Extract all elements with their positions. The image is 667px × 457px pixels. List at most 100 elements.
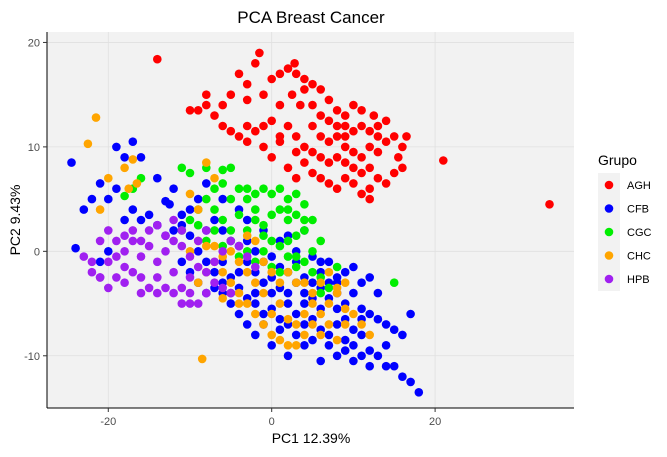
data-point-cfb <box>373 288 383 298</box>
data-point-agh <box>381 137 391 146</box>
data-point-cgc <box>193 220 203 230</box>
data-point-hpb <box>136 252 146 261</box>
data-point-cfb <box>218 226 227 235</box>
data-point-agh <box>369 111 379 120</box>
data-point-agh <box>267 116 277 126</box>
data-point-chc <box>365 330 375 340</box>
data-point-hpb <box>95 236 105 246</box>
data-point-cfb <box>242 215 252 225</box>
data-point-chc <box>283 267 293 277</box>
data-point-cgc <box>316 288 326 298</box>
data-point-agh <box>373 132 383 141</box>
data-point-chc <box>308 288 317 298</box>
data-point-agh <box>296 100 305 110</box>
data-point-cgc <box>389 278 399 288</box>
data-point-chc <box>251 236 260 246</box>
data-point-chc <box>324 299 334 308</box>
data-point-agh <box>340 132 350 141</box>
data-point-agh <box>308 147 317 157</box>
data-point-cfb <box>291 309 301 319</box>
data-point-cgc <box>226 163 236 173</box>
data-point-cfb <box>104 247 113 256</box>
data-point-cfb <box>357 330 366 340</box>
data-point-cgc <box>283 215 293 225</box>
data-point-cfb <box>316 257 326 267</box>
data-point-agh <box>316 85 326 94</box>
data-point-hpb <box>169 236 178 246</box>
data-point-chc <box>193 205 203 214</box>
data-point-chc <box>218 267 227 277</box>
data-point-hpb <box>202 226 211 235</box>
data-point-agh <box>324 158 334 167</box>
data-point-cfb <box>251 288 260 298</box>
data-point-cfb <box>275 314 285 324</box>
data-point-cfb <box>406 377 415 387</box>
data-point-agh <box>365 142 375 152</box>
data-point-cfb <box>185 231 195 240</box>
data-point-cfb <box>316 356 326 366</box>
data-point-cfb <box>202 179 211 188</box>
data-point-agh <box>290 59 299 68</box>
data-point-agh <box>226 126 236 136</box>
data-point-cfb <box>251 247 260 256</box>
data-point-cfb <box>161 196 170 206</box>
data-point-cfb <box>267 341 277 350</box>
data-point-cfb <box>389 325 399 335</box>
data-point-agh <box>316 153 326 162</box>
data-point-cgc <box>308 247 317 256</box>
data-point-cgc <box>218 165 227 175</box>
data-point-agh <box>291 69 301 79</box>
data-point-hpb <box>185 252 195 261</box>
data-point-hpb <box>193 236 203 246</box>
data-point-cfb <box>136 153 146 162</box>
data-point-hpb <box>251 262 260 272</box>
data-point-agh <box>242 121 252 131</box>
data-point-agh <box>267 74 277 84</box>
data-point-cfb <box>177 257 187 267</box>
data-point-cfb <box>332 320 342 329</box>
data-point-chc <box>308 299 317 308</box>
data-point-chc <box>251 278 260 288</box>
data-point-agh <box>316 111 326 120</box>
data-point-cgc <box>300 200 309 209</box>
data-point-hpb <box>177 283 187 293</box>
data-point-cfb <box>251 330 260 340</box>
data-point-cgc <box>218 215 227 225</box>
data-point-cfb <box>373 351 383 361</box>
data-point-hpb <box>136 236 146 246</box>
data-point-agh <box>373 173 383 183</box>
data-point-cfb <box>251 299 260 308</box>
data-point-hpb <box>185 288 195 298</box>
data-point-agh <box>226 90 236 99</box>
data-point-agh <box>340 111 350 120</box>
data-point-cfb <box>300 320 309 329</box>
data-point-hpb <box>153 257 162 267</box>
data-point-agh <box>185 106 195 115</box>
data-point-hpb <box>136 288 146 298</box>
data-point-cfb <box>128 205 138 214</box>
data-point-cgc <box>210 205 219 214</box>
data-point-chc <box>242 231 252 240</box>
data-point-agh <box>373 147 383 157</box>
data-point-agh <box>283 163 293 173</box>
data-point-agh <box>365 126 375 136</box>
data-point-cgc <box>259 184 268 193</box>
legend-key-chc <box>604 251 614 260</box>
data-point-agh <box>291 173 301 183</box>
data-point-cfb <box>406 309 415 319</box>
data-point-agh <box>153 54 162 64</box>
data-point-hpb <box>202 288 211 298</box>
data-point-chc <box>340 304 350 314</box>
data-point-agh <box>316 132 326 141</box>
data-point-cgc <box>251 205 260 214</box>
data-point-chc <box>234 288 244 298</box>
data-point-agh <box>300 158 309 167</box>
data-point-agh <box>259 121 268 131</box>
data-point-hpb <box>104 257 113 267</box>
data-point-cgc <box>291 262 301 272</box>
data-point-hpb <box>144 283 154 293</box>
y-tick-label: 10 <box>28 142 40 154</box>
data-point-chc <box>234 257 244 267</box>
data-point-hpb <box>193 262 203 272</box>
